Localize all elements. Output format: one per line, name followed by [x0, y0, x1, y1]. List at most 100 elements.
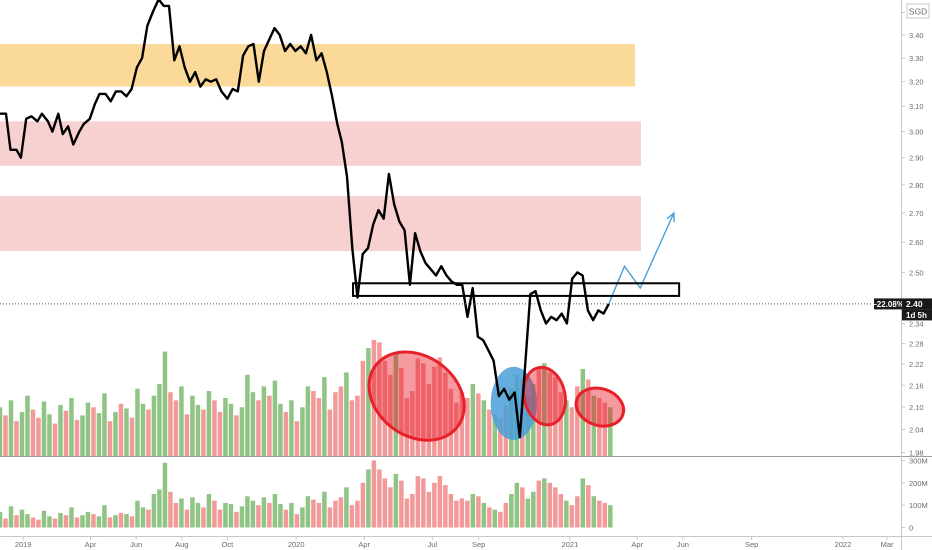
- volume-overlay-bar: [212, 400, 217, 456]
- volume-overlay-bar: [553, 377, 558, 456]
- volume-bar: [393, 473, 399, 528]
- time-tick-label: Apr: [85, 540, 97, 549]
- volume-bar: [492, 509, 498, 528]
- volume-overlay-bar: [470, 384, 476, 456]
- time-tick-label: Apr: [631, 540, 643, 549]
- price-tick-label: 2.34: [909, 319, 924, 328]
- volume-tick-label: 300M: [909, 457, 928, 466]
- volume-bar: [426, 491, 432, 528]
- volume-bar: [272, 494, 278, 528]
- volume-overlay-bar: [250, 392, 256, 456]
- volume-bar: [168, 491, 173, 528]
- volume-overlay-bar: [36, 417, 41, 456]
- volume-overlay-bar: [569, 407, 575, 456]
- zone-support-box: [352, 282, 681, 297]
- volume-overlay-bar: [91, 407, 96, 456]
- volume-bar: [30, 517, 36, 528]
- volume-bar: [234, 511, 239, 528]
- volume-overlay-bar: [135, 388, 140, 456]
- volume-overlay-bar: [168, 392, 173, 456]
- volume-axis[interactable]: 300M 200M 100M 0: [901, 457, 928, 533]
- volume-overlay-bar: [360, 360, 366, 456]
- volume-bar: [179, 498, 184, 528]
- volume-bar: [256, 505, 261, 528]
- currency-badge: SGD: [909, 7, 927, 17]
- volume-overlay-bar: [415, 358, 421, 456]
- annotation-ellipse-red: [522, 365, 567, 427]
- price-tick-label: 2.04: [909, 425, 924, 434]
- volume-bar: [3, 518, 8, 528]
- time-tick-label: Jun: [677, 540, 689, 549]
- volume-bar: [36, 519, 41, 528]
- volume-bar: [217, 509, 223, 528]
- volume-overlay-bar: [179, 386, 184, 456]
- volume-bar: [74, 517, 80, 528]
- volume-overlay-bar: [536, 369, 542, 456]
- volume-overlay-bar: [47, 414, 52, 456]
- volume-overlay-bar: [465, 398, 470, 456]
- volume-bar: [465, 500, 470, 528]
- volume-bar: [586, 485, 591, 528]
- volume-overlay-bar: [289, 400, 294, 456]
- time-tick-label: Jun: [130, 540, 142, 549]
- volume-bar: [157, 489, 162, 528]
- volume-tick-label: 100M: [909, 501, 928, 510]
- price-tick-label: 2.28: [909, 340, 924, 349]
- volume-overlay-bar: [96, 413, 102, 456]
- volume-overlay-bar: [608, 407, 613, 456]
- volume-bar: [344, 487, 349, 528]
- time-tick-label: 2022: [835, 540, 852, 549]
- volume-bar: [201, 507, 206, 528]
- volume-bar: [421, 478, 426, 528]
- volume-overlay-bar: [294, 421, 300, 456]
- volume-overlay-bar: [228, 403, 234, 456]
- volume-bar: [443, 485, 448, 528]
- volume-bar: [564, 500, 569, 528]
- volume-bar: [531, 491, 536, 528]
- volume-bar: [107, 517, 113, 528]
- volume-overlay-bar: [542, 363, 547, 456]
- volume-bar: [190, 497, 195, 528]
- volume-overlay-bar: [3, 415, 8, 456]
- volume-tick-label: 200M: [909, 479, 928, 488]
- time-tick-label: 2021: [562, 540, 579, 549]
- volume-bar: [135, 500, 140, 528]
- volume-bar: [520, 487, 525, 528]
- volume-overlay-bar: [476, 393, 481, 456]
- volume-bar: [569, 505, 575, 528]
- volume-overlay-bar: [575, 386, 580, 456]
- price-label-bg: [902, 298, 932, 310]
- zone-resistance-0: [0, 44, 635, 87]
- volume-bar: [305, 496, 311, 528]
- volume-overlay-bar: [8, 400, 14, 456]
- time-tick-label: Sep: [472, 540, 485, 549]
- volume-overlay-bar: [206, 391, 212, 456]
- volume-overlay-bar: [349, 400, 355, 456]
- price-tick-label: 2.90: [909, 154, 924, 163]
- price-tick-label: 3.40: [909, 31, 924, 40]
- volume-bar: [481, 502, 487, 528]
- volume-bar: [289, 502, 294, 528]
- volume-bar: [250, 500, 256, 528]
- volume-overlay-bar: [74, 420, 80, 456]
- time-axis[interactable]: 2019 Apr Jun Aug Oct 2020 Apr Jul Sep 2021 Apr Jun S…: [15, 536, 894, 549]
- volume-bar: [547, 482, 553, 528]
- volume-overlay-bar: [580, 369, 586, 456]
- volume-overlay-bar: [25, 395, 30, 456]
- volume-bar: [333, 500, 338, 528]
- volume-bar: [327, 507, 333, 528]
- volume-bar: [41, 510, 47, 528]
- volume-overlay-bar: [602, 402, 608, 456]
- zone-resistance-2: [0, 195, 641, 252]
- volume-bar: [388, 487, 393, 528]
- volume-bar: [261, 497, 267, 528]
- volume-overlay-bar: [388, 374, 393, 456]
- projection-arrowhead: [666, 211, 675, 222]
- change-label: −22.08%: [872, 300, 904, 309]
- volume-overlay-bar: [278, 403, 283, 456]
- volume-overlay-bar: [322, 377, 327, 456]
- volume-overlay-bar: [558, 392, 564, 456]
- volume-bar: [498, 511, 503, 528]
